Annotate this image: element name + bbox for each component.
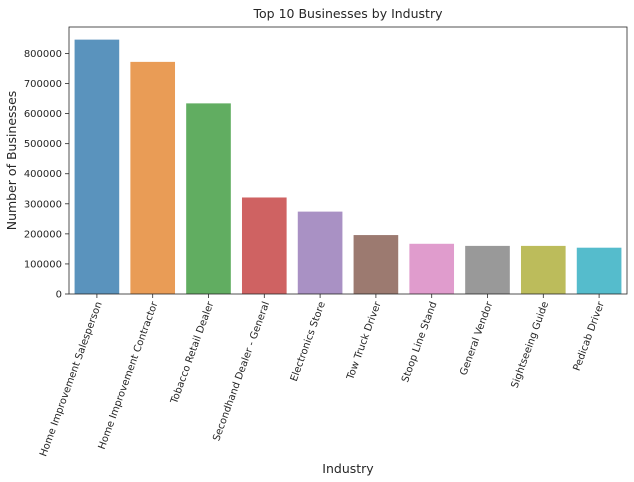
- bar-1: [130, 61, 176, 294]
- y-tick-label: 300000: [24, 199, 62, 210]
- y-axis: 0 100000 200000 300000 400000 500000 600000 700…: [24, 49, 69, 301]
- bars-group: [74, 39, 622, 295]
- y-axis-label: Number of Businesses: [4, 91, 19, 231]
- x-tick-label: Sightseeing Guide: [510, 300, 552, 390]
- y-tick-label: 500000: [24, 139, 62, 150]
- x-tick-label: Secondhand Dealer - General: [211, 300, 272, 442]
- x-tick-label: Electronics Store: [289, 300, 328, 383]
- x-tick-label: General Vendor: [458, 299, 495, 377]
- y-tick-label: 400000: [24, 169, 62, 180]
- x-tick-label: Tobacco Retail Dealer: [169, 299, 217, 406]
- bar-3: [241, 197, 287, 294]
- bar-9: [576, 247, 622, 294]
- x-tick-label: Pedicab Driver: [572, 299, 608, 372]
- x-axis-label: Industry: [322, 461, 374, 476]
- bar-8: [520, 245, 566, 294]
- y-tick-label: 800000: [24, 49, 62, 60]
- x-tick-label: Tow Truck Driver: [345, 299, 384, 382]
- chart-title: Top 10 Businesses by Industry: [253, 6, 444, 21]
- bar-0: [74, 39, 120, 294]
- y-tick-label: 200000: [24, 229, 62, 240]
- bar-2: [186, 103, 231, 295]
- y-tick-label: 0: [56, 290, 62, 301]
- plot-frame: [68, 26, 628, 295]
- x-tick-label: Home Improvement Contractor: [97, 299, 161, 451]
- y-tick-label: 700000: [24, 79, 62, 90]
- bar-6: [409, 243, 455, 294]
- y-tick-label: 600000: [24, 109, 62, 120]
- bar-5: [353, 235, 399, 294]
- bar-4: [297, 211, 343, 294]
- y-tick-label: 100000: [24, 259, 62, 270]
- bar-7: [465, 245, 510, 294]
- x-tick-label: Stoop Line Stand: [400, 300, 439, 384]
- x-tick-label: Home Improvement Salesperson: [38, 300, 104, 458]
